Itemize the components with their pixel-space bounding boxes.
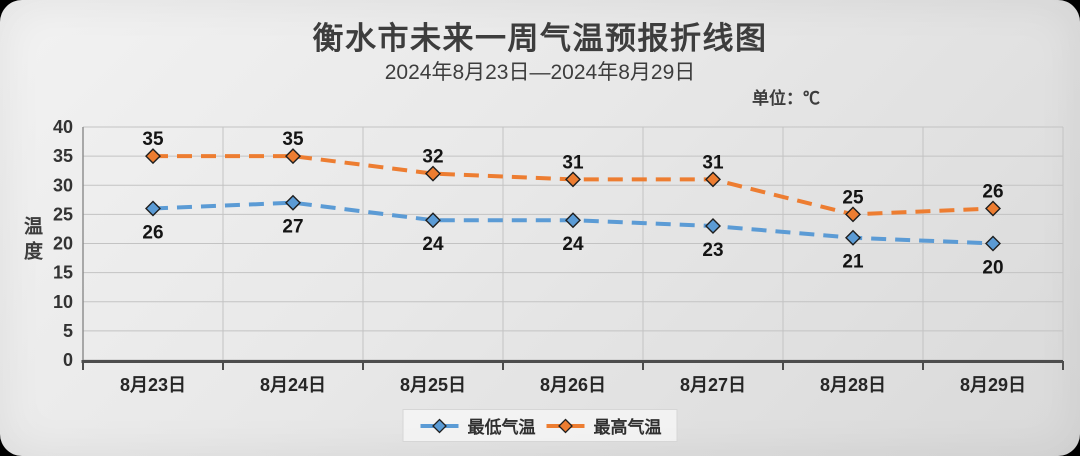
unit-label: 单位：℃: [752, 89, 820, 108]
svg-text:24: 24: [562, 234, 584, 255]
svg-text:21: 21: [842, 252, 864, 273]
legend-label-max-temp: 最高气温: [593, 418, 662, 437]
svg-text:8月27日: 8月27日: [680, 375, 746, 395]
legend-item-min-temp: 最低气温: [419, 413, 536, 438]
svg-text:32: 32: [422, 147, 443, 168]
svg-text:0: 0: [63, 350, 73, 370]
series-markers-1: [145, 148, 1001, 223]
max-series-marker-icon: [546, 418, 585, 433]
series-data-labels-0: 26 27 24 24 23 21 20: [142, 217, 1003, 279]
svg-text:8月28日: 8月28日: [820, 375, 886, 395]
svg-text:15: 15: [53, 263, 73, 283]
chart-subtitle: 2024年8月23日—2024年8月29日: [384, 61, 696, 84]
svg-text:8月26日: 8月26日: [540, 375, 606, 395]
svg-text:5: 5: [63, 321, 73, 341]
min-series-marker-icon: [420, 418, 459, 433]
chart-title: 衡水市未来一周气温预报折线图: [312, 21, 768, 56]
svg-text:25: 25: [53, 204, 73, 224]
svg-text:8月24日: 8月24日: [260, 375, 326, 395]
axes: [81, 127, 1064, 370]
svg-text:20: 20: [53, 234, 73, 254]
y-axis-tick-labels: 0 5 10 15 20 25 30 35 40: [53, 117, 73, 370]
legend: 最低气温 最高气温: [402, 409, 678, 442]
svg-text:20: 20: [982, 258, 1003, 279]
svg-text:30: 30: [53, 175, 73, 195]
series-markers-0: [145, 194, 1001, 252]
y-axis-title: 温度: [21, 216, 42, 266]
svg-text:10: 10: [53, 292, 73, 312]
svg-text:27: 27: [282, 217, 303, 238]
svg-text:25: 25: [842, 187, 864, 208]
legend-item-max-temp: 最高气温: [545, 413, 662, 438]
svg-text:35: 35: [282, 129, 304, 150]
svg-text:8月29日: 8月29日: [960, 375, 1026, 395]
svg-text:31: 31: [702, 152, 724, 173]
svg-text:24: 24: [422, 234, 444, 255]
series-data-labels-1: 35 35 32 31 31 25 26: [142, 129, 1003, 208]
svg-text:8月25日: 8月25日: [400, 375, 466, 395]
svg-text:40: 40: [53, 117, 73, 137]
svg-text:26: 26: [982, 182, 1003, 203]
svg-text:8月23日: 8月23日: [120, 375, 186, 395]
svg-text:23: 23: [702, 240, 723, 261]
svg-text:31: 31: [562, 152, 584, 173]
svg-text:35: 35: [142, 129, 164, 150]
legend-label-min-temp: 最低气温: [467, 418, 536, 437]
svg-text:26: 26: [142, 223, 163, 244]
svg-text:35: 35: [53, 146, 73, 166]
x-axis-tick-labels: 8月23日 8月24日 8月25日 8月26日 8月27日 8月28日 8月29日: [120, 375, 1026, 395]
